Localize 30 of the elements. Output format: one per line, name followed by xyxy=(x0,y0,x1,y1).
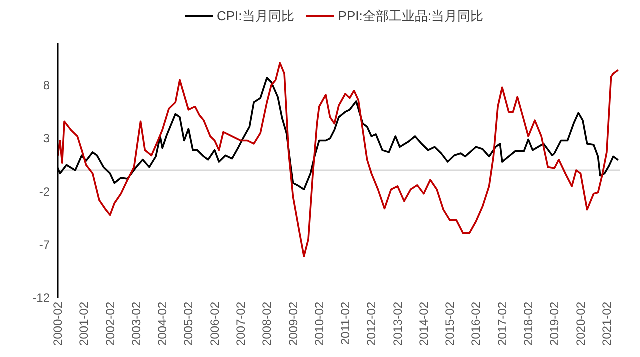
x-tick-label: 2013-02 xyxy=(390,302,405,346)
x-tick-label: 2011-02 xyxy=(338,302,353,346)
y-tick-label: 8 xyxy=(43,78,50,92)
y-tick-label: -12 xyxy=(32,291,50,305)
x-tick-label: 2017-02 xyxy=(495,302,510,346)
x-tick-label: 2018-02 xyxy=(522,302,536,346)
x-tick-label: 2014-02 xyxy=(416,302,431,346)
x-tick-label: 2004-02 xyxy=(156,302,170,346)
legend-label: CPI:当月同比 xyxy=(217,8,294,24)
x-tick-label: 2009-02 xyxy=(286,302,300,346)
x-tick-label: 2016-02 xyxy=(469,302,484,346)
x-tick-label: 2008-02 xyxy=(260,302,274,346)
legend-label: PPI:全部工业品:当月同比 xyxy=(338,8,484,24)
x-tick-label: 2019-02 xyxy=(548,302,562,346)
y-tick-label: 3 xyxy=(43,132,50,146)
x-tick-label: 2005-02 xyxy=(182,302,196,346)
x-tick-label: 2015-02 xyxy=(443,302,458,346)
x-tick-label: 2002-02 xyxy=(103,302,118,346)
x-tick-label: 2000-02 xyxy=(51,302,65,346)
x-tick-label: 2001-02 xyxy=(77,302,92,346)
y-tick-label: -7 xyxy=(39,238,50,252)
x-tick-label: 2003-02 xyxy=(129,302,144,346)
x-tick-label: 2021-02 xyxy=(600,302,614,346)
y-tick-label: -2 xyxy=(39,184,50,199)
x-tick-label: 2012-02 xyxy=(364,302,379,346)
line-series xyxy=(57,62,619,258)
x-tick-label: 2010-02 xyxy=(312,302,326,346)
x-tick-label: 2006-02 xyxy=(208,302,222,346)
x-tick-label: 2020-02 xyxy=(574,302,588,346)
x-tick-label: 2007-02 xyxy=(234,302,248,346)
